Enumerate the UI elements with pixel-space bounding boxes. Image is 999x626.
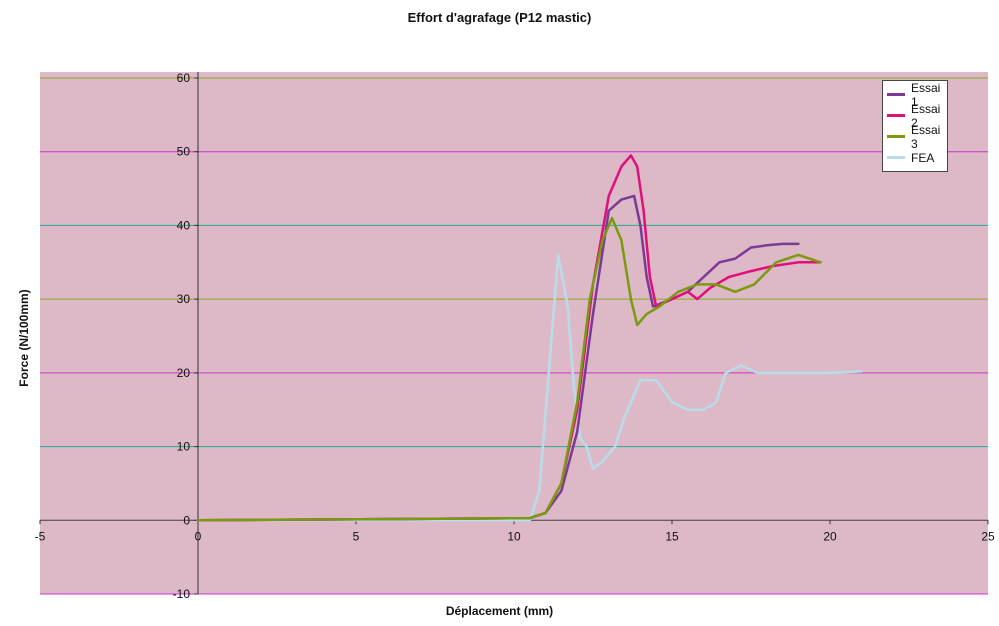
legend-label: Essai 2	[911, 101, 941, 130]
legend-label: Essai 3	[911, 122, 941, 151]
y-tick-label: 20	[177, 366, 191, 380]
y-tick-label: 40	[177, 218, 191, 232]
y-tick-label: 50	[177, 145, 191, 159]
x-tick-label: 20	[823, 529, 837, 543]
legend-item: Essai 2	[887, 102, 943, 130]
series-line-fea	[196, 253, 863, 522]
legend-swatch	[887, 156, 905, 159]
series-line-essai-1	[196, 194, 800, 522]
x-tick-label: 15	[665, 529, 679, 543]
y-tick-label: 60	[177, 71, 191, 85]
legend-swatch	[887, 93, 905, 96]
series-line-essai-3	[196, 216, 822, 522]
legend-label: FEA	[911, 150, 935, 165]
x-axis-title: Déplacement (mm)	[445, 604, 554, 618]
y-tick-label: 30	[177, 292, 191, 306]
legend-swatch	[887, 135, 905, 138]
x-tick-label: 25	[981, 529, 995, 543]
y-tick-label: -10	[173, 587, 191, 601]
legend-item: Essai 3	[887, 123, 943, 151]
x-tick-label: 10	[507, 529, 521, 543]
y-tick-label: 0	[183, 513, 190, 527]
legend: Essai 1 Essai 2 Essai 3 FEA	[882, 80, 948, 172]
chart-title: Effort d'agrafage (P12 mastic)	[407, 10, 592, 25]
y-axis-title: Force (N/100mm)	[17, 289, 31, 387]
legend-swatch	[887, 114, 905, 117]
legend-item: Essai 1	[887, 81, 943, 109]
x-tick-label: 5	[353, 529, 360, 543]
y-tick-label: 10	[177, 440, 191, 454]
x-tick-label: -5	[35, 529, 46, 543]
legend-item: FEA	[887, 147, 943, 168]
x-tick-label: 0	[195, 529, 202, 543]
legend-label: Essai 1	[911, 80, 941, 109]
